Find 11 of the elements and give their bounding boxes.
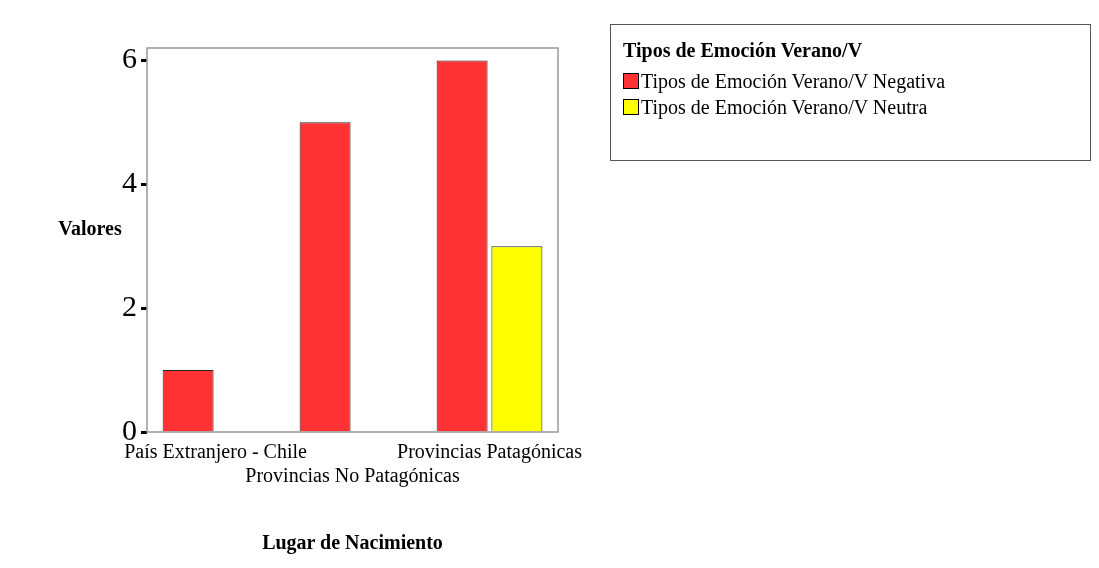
- x-axis-title: Lugar de Nacimiento: [262, 531, 443, 555]
- y-tick-label: 4: [122, 165, 137, 199]
- legend-label: Tipos de Emoción Verano/V Neutra: [641, 95, 928, 120]
- y-tick-label: 6: [122, 41, 137, 75]
- x-tick-label: Provincias No Patagónicas: [245, 464, 460, 488]
- x-tick-label: País Extranjero - Chile: [124, 440, 307, 464]
- y-tick-label: 2: [122, 289, 137, 322]
- legend-label: Tipos de Emoción Verano/V Negativa: [641, 69, 946, 94]
- legend-title: Tipos de Emoción Verano/V: [623, 39, 864, 62]
- y-axis-title: Valores: [58, 217, 122, 240]
- x-tick-label: Provincias Patagónicas: [397, 440, 583, 464]
